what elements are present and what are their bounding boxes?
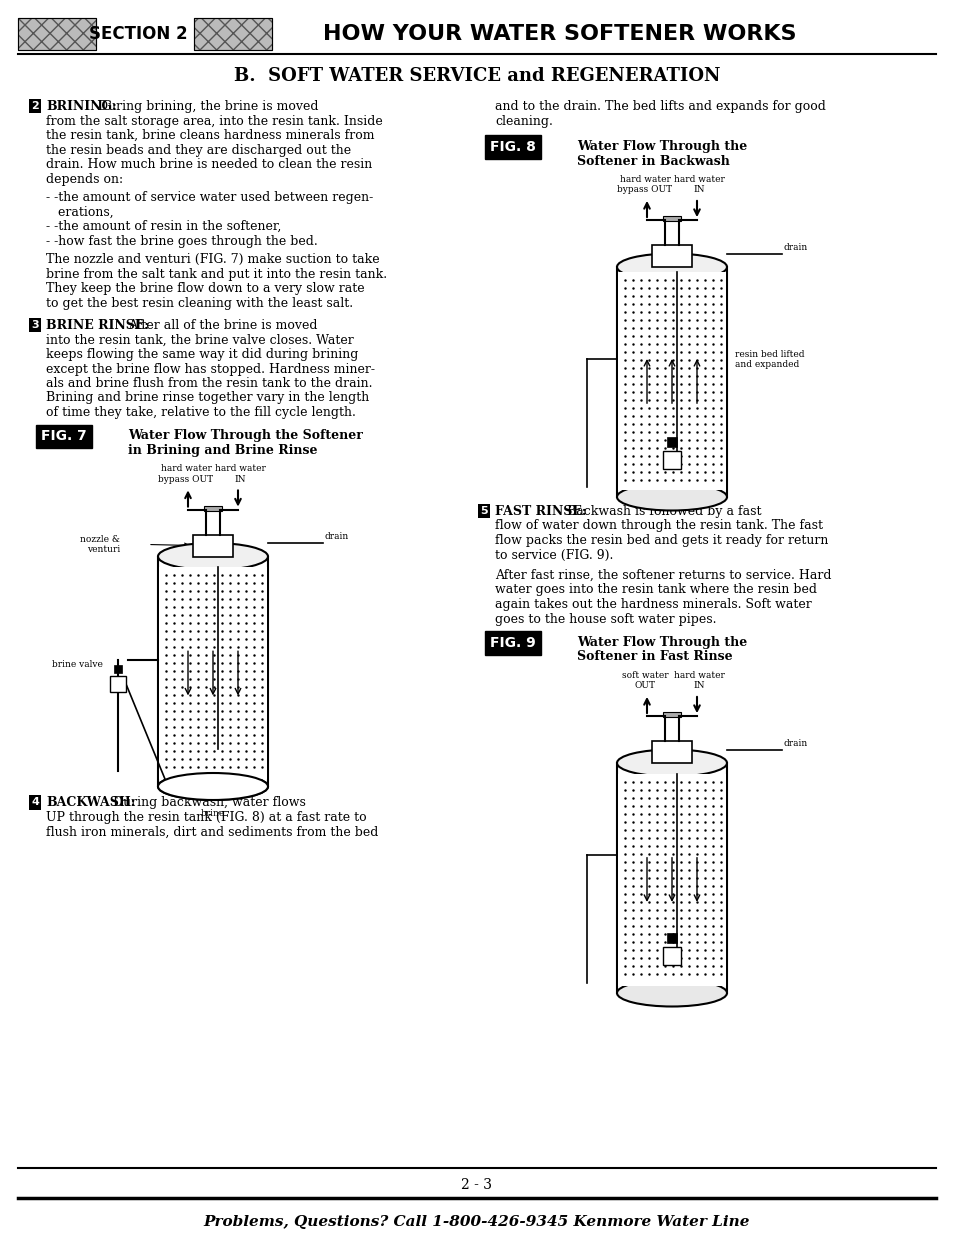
Text: They keep the brine flow down to a very slow rate: They keep the brine flow down to a very … xyxy=(46,282,364,295)
Ellipse shape xyxy=(617,253,726,280)
Text: 4: 4 xyxy=(31,798,39,808)
Ellipse shape xyxy=(617,483,726,510)
Text: 2: 2 xyxy=(31,101,39,111)
Text: depends on:: depends on: xyxy=(46,173,123,185)
Text: B.  SOFT WATER SERVICE and REGENERATION: B. SOFT WATER SERVICE and REGENERATION xyxy=(233,67,720,85)
Text: - -how fast the brine goes through the bed.: - -how fast the brine goes through the b… xyxy=(46,235,317,247)
Ellipse shape xyxy=(617,750,726,777)
Text: Softener in Fast Rinse: Softener in Fast Rinse xyxy=(577,651,732,663)
Bar xyxy=(666,437,677,447)
Text: Water Flow Through the: Water Flow Through the xyxy=(577,140,746,153)
Text: brine valve: brine valve xyxy=(52,661,103,669)
Text: to service (FIG. 9).: to service (FIG. 9). xyxy=(495,548,613,562)
Text: nozzle &
venturi: nozzle & venturi xyxy=(80,535,120,555)
Bar xyxy=(666,932,677,944)
Text: cleaning.: cleaning. xyxy=(495,115,553,127)
Text: 3: 3 xyxy=(31,320,39,330)
Text: - -the amount of service water used between regen-: - -the amount of service water used betw… xyxy=(46,191,373,204)
Bar xyxy=(662,451,680,469)
Bar xyxy=(204,505,222,510)
Text: the resin tank, brine cleans hardness minerals from: the resin tank, brine cleans hardness mi… xyxy=(46,128,375,142)
Bar xyxy=(113,664,122,673)
Text: After fast rinse, the softener returns to service. Hard: After fast rinse, the softener returns t… xyxy=(495,569,831,582)
Text: drain: drain xyxy=(325,532,349,541)
Bar xyxy=(662,713,680,718)
Ellipse shape xyxy=(158,773,268,800)
Text: goes to the house soft water pipes.: goes to the house soft water pipes. xyxy=(495,613,716,625)
Text: to get the best resin cleaning with the least salt.: to get the best resin cleaning with the … xyxy=(46,296,353,310)
Bar xyxy=(159,567,267,779)
Text: UP through the resin tank (FIG. 8) at a fast rate to: UP through the resin tank (FIG. 8) at a … xyxy=(46,811,366,824)
Text: FIG. 8: FIG. 8 xyxy=(490,140,536,154)
Text: - -the amount of resin in the softener,: - -the amount of resin in the softener, xyxy=(46,220,281,233)
Text: brine from the salt tank and put it into the resin tank.: brine from the salt tank and put it into… xyxy=(46,268,387,280)
Text: hard water
bypass OUT: hard water bypass OUT xyxy=(617,174,672,194)
Bar xyxy=(662,947,680,965)
Text: Softener in Backwash: Softener in Backwash xyxy=(577,154,729,168)
Text: FIG. 7: FIG. 7 xyxy=(41,430,87,443)
Text: During backwash, water flows: During backwash, water flows xyxy=(112,797,306,809)
Bar xyxy=(18,19,96,49)
Text: 5: 5 xyxy=(479,506,487,516)
Text: hard water
IN: hard water IN xyxy=(673,174,723,194)
Text: During brining, the brine is moved: During brining, the brine is moved xyxy=(98,100,318,112)
Text: hard water
bypass OUT: hard water bypass OUT xyxy=(158,464,213,483)
Text: SECTION 2: SECTION 2 xyxy=(89,25,187,43)
Bar xyxy=(662,216,680,221)
Text: hard water
IN: hard water IN xyxy=(673,671,723,690)
Text: 2 - 3: 2 - 3 xyxy=(461,1178,492,1192)
Text: erations,: erations, xyxy=(46,205,113,219)
Text: BACKWASH:: BACKWASH: xyxy=(46,797,135,809)
Text: flow of water down through the resin tank. The fast: flow of water down through the resin tan… xyxy=(495,520,822,532)
Text: water goes into the resin tank where the resin bed: water goes into the resin tank where the… xyxy=(495,583,816,597)
Text: drain. How much brine is needed to clean the resin: drain. How much brine is needed to clean… xyxy=(46,158,372,170)
Text: The nozzle and venturi (FIG. 7) make suction to take: The nozzle and venturi (FIG. 7) make suc… xyxy=(46,253,379,266)
Text: except the brine flow has stopped. Hardness miner-: except the brine flow has stopped. Hardn… xyxy=(46,363,375,375)
Text: Water Flow Through the Softener: Water Flow Through the Softener xyxy=(128,430,362,442)
Bar xyxy=(618,774,725,986)
Text: brine: brine xyxy=(201,809,225,819)
Bar xyxy=(193,535,233,557)
Text: FAST RINSE:: FAST RINSE: xyxy=(495,505,586,517)
Text: FIG. 9: FIG. 9 xyxy=(490,636,536,650)
Bar xyxy=(193,19,272,49)
Text: Brining and brine rinse together vary in the length: Brining and brine rinse together vary in… xyxy=(46,391,369,405)
Text: drain: drain xyxy=(783,739,807,748)
Text: resin bed lifted
and expanded: resin bed lifted and expanded xyxy=(734,350,803,369)
Text: flush iron minerals, dirt and sediments from the bed: flush iron minerals, dirt and sediments … xyxy=(46,825,378,839)
Bar xyxy=(618,273,725,490)
Text: keeps flowing the same way it did during brining: keeps flowing the same way it did during… xyxy=(46,348,358,361)
Text: flow packs the resin bed and gets it ready for return: flow packs the resin bed and gets it rea… xyxy=(495,534,827,547)
Text: HOW YOUR WATER SOFTENER WORKS: HOW YOUR WATER SOFTENER WORKS xyxy=(323,23,796,44)
Text: hard water
IN: hard water IN xyxy=(214,464,265,483)
Text: the resin beads and they are discharged out the: the resin beads and they are discharged … xyxy=(46,143,351,157)
Text: Problems, Questions? Call 1-800-426-9345 Kenmore Water Line: Problems, Questions? Call 1-800-426-9345… xyxy=(204,1215,749,1229)
Text: again takes out the hardness minerals. Soft water: again takes out the hardness minerals. S… xyxy=(495,598,811,611)
Text: BRINING:: BRINING: xyxy=(46,100,116,112)
Text: into the resin tank, the brine valve closes. Water: into the resin tank, the brine valve clo… xyxy=(46,333,354,347)
Text: of time they take, relative to the fill cycle length.: of time they take, relative to the fill … xyxy=(46,406,355,419)
Bar xyxy=(18,19,96,49)
Ellipse shape xyxy=(158,773,268,800)
Text: als and brine flush from the resin tank to the drain.: als and brine flush from the resin tank … xyxy=(46,377,372,390)
Text: and to the drain. The bed lifts and expands for good: and to the drain. The bed lifts and expa… xyxy=(495,100,825,112)
Text: Backwash is followed by a fast: Backwash is followed by a fast xyxy=(566,505,760,517)
Ellipse shape xyxy=(617,979,726,1007)
Ellipse shape xyxy=(158,543,268,571)
Text: soft water
OUT: soft water OUT xyxy=(621,671,668,690)
Bar xyxy=(651,245,691,267)
Text: drain: drain xyxy=(783,243,807,252)
Bar xyxy=(110,676,126,692)
Text: from the salt storage area, into the resin tank. Inside: from the salt storage area, into the res… xyxy=(46,115,382,127)
Text: BRINE RINSE:: BRINE RINSE: xyxy=(46,319,149,332)
Text: After all of the brine is moved: After all of the brine is moved xyxy=(128,319,317,332)
Text: Water Flow Through the: Water Flow Through the xyxy=(577,636,746,650)
Bar xyxy=(193,19,272,49)
Bar xyxy=(651,741,691,763)
Text: in Brining and Brine Rinse: in Brining and Brine Rinse xyxy=(128,445,317,457)
